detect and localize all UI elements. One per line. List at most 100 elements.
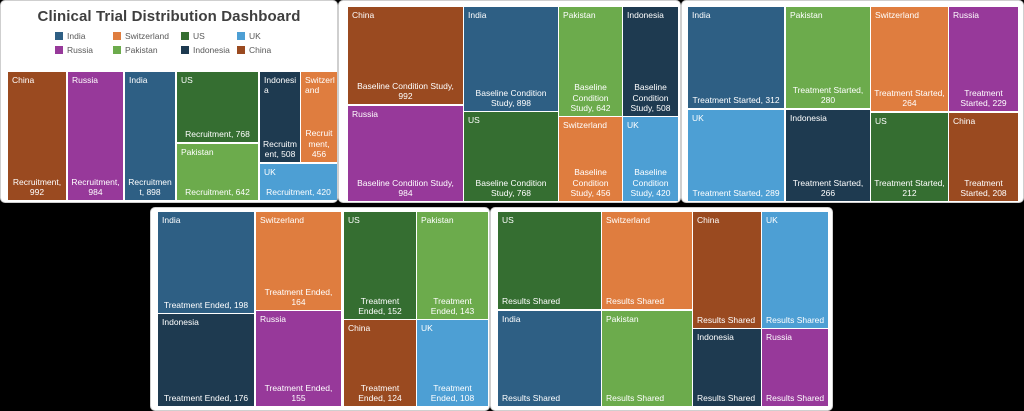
cell-value-label: Treatment Started, 212 [874,177,945,198]
legend-label: Russia [67,44,93,55]
treemap-cell-switzerland[interactable]: Switzerland Baseline Condition Study, 456 [559,117,622,201]
treemap-cell-russia[interactable]: Russia Recruitment, 984 [68,72,123,200]
treemap-cell-indonesia[interactable]: Indonesia Treatment Ended, 176 [158,314,254,406]
treemap-cell-china[interactable]: China Results Shared [693,212,761,328]
cell-value-label: Treatment Started, 208 [960,177,1007,198]
legend-label: Indonesia [193,44,230,55]
legend-item-indonesia[interactable]: Indonesia [181,44,237,55]
cell-value-label: Recruitment, 456 [305,128,333,159]
treemap-cell-uk[interactable]: UK Recruitment, 420 [260,164,337,200]
treemap-cell-indonesia[interactable]: Indonesia Recruitment, 508 [260,72,300,162]
panel-treatment-started: India Treatment Started, 312 Pakistan Treat… [681,0,1024,203]
cell-country-label: UK [421,323,433,333]
cell-value-label: Treatment Ended, 124 [358,382,402,403]
cell-country-label: UK [766,215,778,225]
treemap-cell-pakistan[interactable]: Pakistan Baseline Condition Study, 642 [559,7,622,116]
cell-country-label: UK [692,113,704,123]
cell-value-label: Recruitment, 420 [266,186,331,197]
cell-value-label: Baseline Condition Study, 898 [475,87,547,108]
legend-item-switzerland[interactable]: Switzerland [113,32,181,41]
cell-value-label: Recruitment, 768 [185,128,250,139]
cell-country-label: Pakistan [181,147,214,157]
cell-country-label: Pakistan [606,314,639,324]
legend-label: US [193,31,205,41]
treemap-cell-us[interactable]: US Recruitment, 768 [177,72,258,142]
cell-value-label: Treatment Ended, 143 [430,295,475,316]
cell-country-label: Russia [260,314,286,324]
legend-swatch-icon [113,45,121,54]
cell-country-label: Indonesia [264,75,297,96]
treemap-cell-us[interactable]: US Treatment Started, 212 [871,113,948,201]
treemap-cell-russia[interactable]: Russia Results Shared [762,329,828,406]
cell-value-label: Treatment Ended, 176 [163,392,249,403]
treemap-cell-uk[interactable]: UK Baseline Condition Study, 420 [623,117,678,201]
cell-value-label: Baseline Condition Study, 642 [570,82,611,113]
treemap-cell-india[interactable]: India Treatment Started, 312 [688,7,784,108]
treemap-cell-switzerland[interactable]: Switzerland Results Shared [602,212,692,309]
cell-value-label: Results Shared [697,392,756,403]
treemap-cell-us[interactable]: US Treatment Ended, 152 [344,212,416,319]
cell-value-label: Treatment Started, 264 [874,87,945,108]
cell-value-label: Baseline Condition Study, 992 [357,80,454,101]
cell-value-label: Recruitment, 642 [185,186,250,197]
treemap-cell-india[interactable]: India Treatment Ended, 198 [158,212,254,313]
cell-value-label: Recruitment, 898 [128,176,172,197]
cell-country-label: Switzerland [606,215,650,225]
treemap-cell-switzerland[interactable]: Switzerland Treatment Started, 264 [871,7,948,111]
treemap-cell-india[interactable]: India Baseline Condition Study, 898 [464,7,558,111]
treemap-cell-switzerland[interactable]: Switzerland Treatment Ended, 164 [256,212,341,310]
treemap-cell-us[interactable]: US Baseline Condition Study, 768 [464,112,558,201]
treemap-cell-indonesia[interactable]: Indonesia Baseline Condition Study, 508 [623,7,678,116]
cell-value-label: Treatment Ended, 108 [430,382,475,403]
treemap-cell-russia[interactable]: Russia Treatment Started, 229 [949,7,1018,111]
legend-item-pakistan[interactable]: Pakistan [113,44,181,55]
panel-recruitment: Clinical Trial Distribution Dashboard In… [0,0,338,203]
treemap-cell-russia[interactable]: Russia Treatment Ended, 155 [256,311,341,406]
treemap-cell-russia[interactable]: Russia Baseline Condition Study, 984 [348,106,463,201]
legend-swatch-icon [181,32,189,41]
treemap-cell-pakistan[interactable]: Pakistan Treatment Ended, 143 [417,212,488,319]
treemap-cell-china[interactable]: China Baseline Condition Study, 992 [348,7,463,104]
cell-country-label: Switzerland [305,75,335,96]
cell-country-label: UK [264,167,276,177]
cell-country-label: China [953,116,976,126]
cell-value-label: Baseline Condition Study, 420 [630,167,671,198]
treemap-cell-china[interactable]: China Recruitment, 992 [8,72,66,200]
treemap-cell-china[interactable]: China Treatment Started, 208 [949,113,1018,201]
treemap-cell-pakistan[interactable]: Pakistan Recruitment, 642 [177,144,258,200]
panel-treatment-ended: India Treatment Ended, 198 Switzerland Trea… [150,207,490,411]
cell-value-label: Treatment Ended, 198 [163,299,249,310]
treemap-cell-pakistan[interactable]: Pakistan Treatment Started, 280 [786,7,870,108]
treemap-cell-pakistan[interactable]: Pakistan Results Shared [602,311,692,406]
legend-item-india[interactable]: India [55,32,113,41]
treemap-cell-indonesia[interactable]: Indonesia Results Shared [693,329,761,406]
legend-label: Pakistan [125,44,158,55]
treemap-cell-uk[interactable]: UK Treatment Ended, 108 [417,320,488,406]
treemap-cell-india[interactable]: India Results Shared [498,311,601,406]
cell-country-label: US [181,75,193,85]
cell-country-label: US [468,115,480,125]
cell-country-label: US [348,215,360,225]
treemap-cell-china[interactable]: China Treatment Ended, 124 [344,320,416,406]
treemap-cell-uk[interactable]: UK Results Shared [762,212,828,328]
cell-country-label: Russia [953,10,979,20]
cell-country-label: US [502,215,514,225]
cell-country-label: Switzerland [563,120,607,130]
legend-label: India [67,31,86,41]
legend-item-us[interactable]: US [181,32,237,41]
cell-value-label: Recruitment, 984 [71,176,120,197]
cell-country-label: China [348,323,371,333]
legend-item-uk[interactable]: UK [237,32,283,41]
legend-swatch-icon [181,45,189,54]
legend-item-china[interactable]: China [237,45,283,55]
treemap-cell-uk[interactable]: UK Treatment Started, 289 [688,110,784,201]
treemap-cell-india[interactable]: India Recruitment, 898 [125,72,175,200]
panel-baseline-condition-study: China Baseline Condition Study, 992 Russia… [338,0,681,203]
treemap-cell-switzerland[interactable]: Switzerland Recruitment, 456 [301,72,337,162]
treemap-cell-indonesia[interactable]: Indonesia Treatment Started, 266 [786,110,870,201]
cell-country-label: India [129,75,148,85]
cell-value-label: Results Shared [766,392,825,403]
cell-country-label: India [692,10,711,20]
treemap-cell-us[interactable]: US Results Shared [498,212,601,309]
legend-item-russia[interactable]: Russia [55,44,113,55]
